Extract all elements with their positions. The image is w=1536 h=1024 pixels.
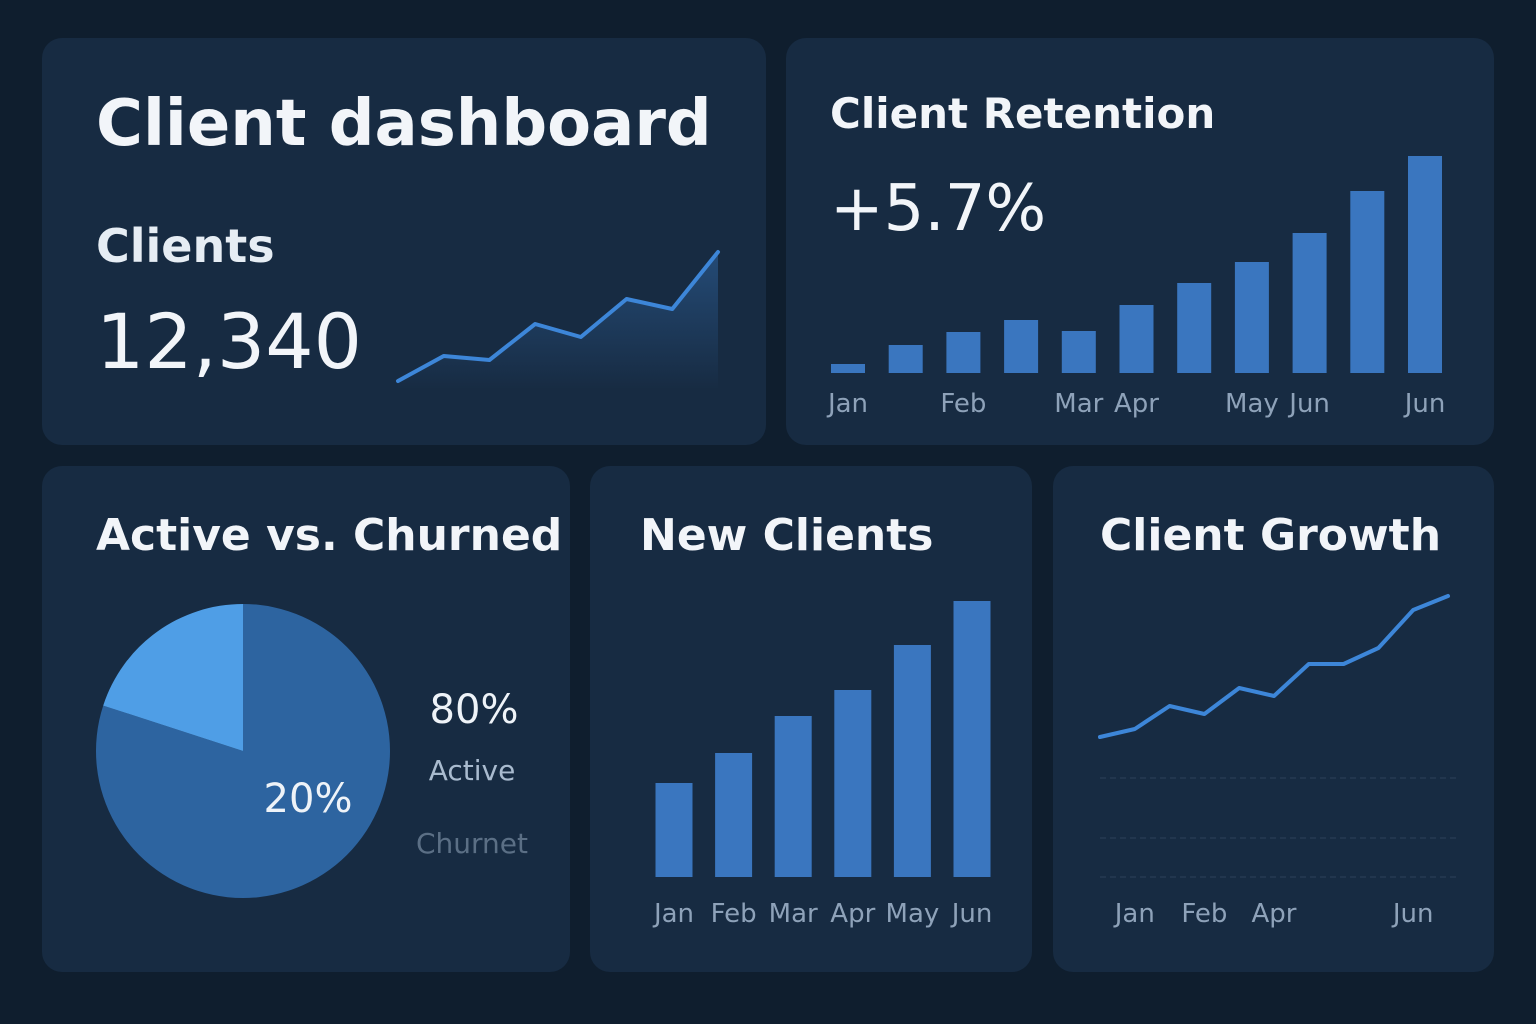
- bar: [1408, 156, 1442, 373]
- bar: [834, 690, 872, 877]
- bar: [1177, 283, 1212, 373]
- x-tick-label: Jun: [1391, 899, 1434, 929]
- x-tick-label: Apr: [1114, 389, 1159, 419]
- chart-title: Client Retention: [830, 89, 1215, 138]
- card: [1053, 466, 1494, 972]
- legend-label: Churnet: [416, 827, 528, 860]
- bar: [946, 332, 981, 373]
- bar: [1350, 191, 1385, 373]
- bar: [893, 645, 931, 877]
- x-tick-label: Jun: [1403, 389, 1446, 419]
- x-tick-label: Mar: [769, 899, 818, 929]
- bar: [1061, 331, 1096, 373]
- x-tick-label: Jan: [826, 389, 868, 419]
- annotation: 12,340: [96, 297, 362, 386]
- x-tick-label: Feb: [1181, 899, 1227, 929]
- x-tick-label: Jun: [950, 899, 993, 929]
- value-label: 20%: [264, 776, 353, 822]
- bar: [1119, 305, 1154, 373]
- annotation: +5.7%: [830, 172, 1046, 246]
- legend-label: Active: [429, 754, 516, 787]
- bar: [655, 783, 693, 877]
- bar: [774, 716, 812, 877]
- chart-title: Active vs. Churned: [96, 510, 562, 561]
- area: [398, 252, 718, 390]
- x-tick-label: Jun: [1287, 389, 1330, 419]
- bar: [715, 753, 753, 877]
- bar: [953, 601, 991, 877]
- line: [1098, 594, 1450, 739]
- grid-decoration: [1100, 777, 1460, 878]
- x-tick-label: Feb: [711, 899, 757, 929]
- bar: [1234, 262, 1269, 373]
- x-tick-label: Jan: [1113, 899, 1155, 929]
- bar: [831, 364, 865, 373]
- bar: [888, 345, 923, 373]
- bar: [1004, 320, 1039, 373]
- x-tick-label: May: [886, 899, 940, 929]
- value-label: 80%: [430, 687, 519, 733]
- x-tick-label: Mar: [1054, 389, 1103, 419]
- x-tick-label: Feb: [940, 389, 986, 419]
- bar: [1292, 233, 1327, 373]
- chart-title: Client Growth: [1100, 510, 1441, 561]
- subtitle: Clients: [96, 219, 275, 273]
- x-tick-label: Apr: [830, 899, 875, 929]
- pie-slice: [103, 604, 243, 751]
- pie-slice: [95, 604, 390, 899]
- chart-title: Client dashboard: [96, 87, 712, 161]
- x-tick-label: May: [1225, 389, 1279, 419]
- x-tick-label: Apr: [1252, 899, 1297, 929]
- chart-title: New Clients: [640, 510, 933, 561]
- line: [396, 250, 720, 383]
- x-tick-label: Jan: [652, 899, 694, 929]
